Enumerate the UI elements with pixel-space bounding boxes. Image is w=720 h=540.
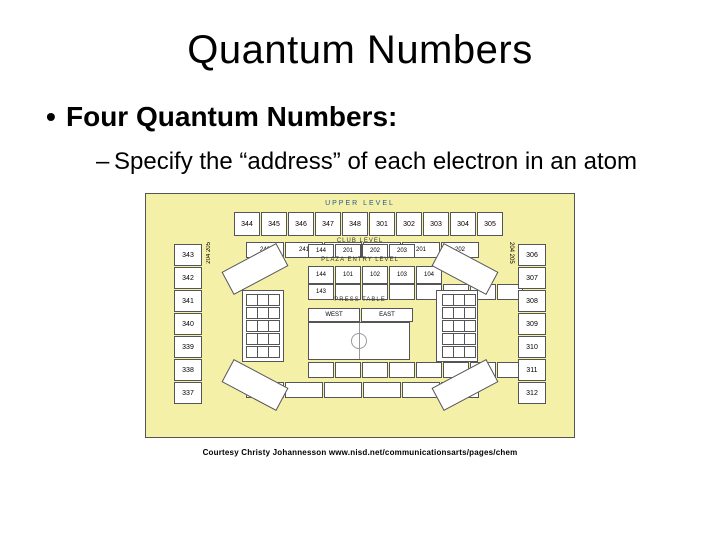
arena-diagram: UPPER LEVEL 3443453463473483013023033043…	[145, 193, 575, 438]
seat-section: 341	[174, 290, 202, 312]
seat-section: 101	[335, 266, 361, 284]
seat-section: 337	[174, 382, 202, 404]
slide: Quantum Numbers •Four Quantum Numbers: –…	[0, 0, 720, 540]
seat-section: 346	[288, 212, 314, 236]
bullet-level1: •Four Quantum Numbers:	[46, 101, 680, 133]
top-seating-row: 344345346347348301302303304305	[234, 212, 503, 236]
seat-section: 301	[369, 212, 395, 236]
left-inner-seats	[246, 294, 278, 358]
seat-section: 303	[423, 212, 449, 236]
seat-section: 312	[518, 382, 546, 404]
seat-section: 347	[315, 212, 341, 236]
seat-section: 308	[518, 290, 546, 312]
seat-section: 202	[362, 244, 388, 258]
seat-section: 144	[308, 266, 334, 284]
bullet2-text: Specify the “address” of each electron i…	[114, 148, 637, 175]
seat-section	[363, 382, 401, 398]
seat-section: 304	[450, 212, 476, 236]
right-inner-seats	[442, 294, 474, 358]
bullet-dash: –	[96, 147, 114, 177]
seat-section: 103	[389, 266, 415, 284]
seat-section: 345	[261, 212, 287, 236]
seat-section: 339	[174, 336, 202, 358]
seat-section: 340	[174, 313, 202, 335]
image-credit: Courtesy Christy Johannesson www.nisd.ne…	[145, 448, 575, 457]
seat-section: EAST	[361, 308, 413, 322]
seat-section: 102	[362, 266, 388, 284]
seat-section: 305	[477, 212, 503, 236]
seat-section: 348	[342, 212, 368, 236]
arena-diagram-wrap: UPPER LEVEL 3443453463473483013023033043…	[145, 193, 575, 457]
upper-level-label: UPPER LEVEL	[146, 200, 574, 207]
seat-section: 203	[389, 244, 415, 258]
right-upper-column: 306307308309310311312	[518, 244, 546, 404]
press-table-label: PRESS TABLE	[146, 297, 574, 303]
seat-section	[362, 362, 388, 378]
seat-section: 306	[518, 244, 546, 266]
seat-section: 342	[174, 267, 202, 289]
seat-section: 343	[174, 244, 202, 266]
bullet-level2: –Specify the “address” of each electron …	[96, 147, 656, 177]
bullet-dot: •	[46, 101, 66, 133]
inner-top-row-a: 144101102103104	[308, 266, 442, 284]
seat-section	[335, 362, 361, 378]
basketball-court	[308, 322, 410, 360]
left-upper-column: 343342341340339338337	[174, 244, 202, 404]
seat-section: 302	[396, 212, 422, 236]
seat-section	[416, 362, 442, 378]
seat-section: 309	[518, 313, 546, 335]
seat-section: 310	[518, 336, 546, 358]
slide-title: Quantum Numbers	[40, 28, 680, 73]
seat-section: 144	[308, 244, 334, 258]
seat-section: 311	[518, 359, 546, 381]
right-vert-label: 204 205	[508, 242, 514, 264]
mid-144-row: 144201202203	[308, 244, 415, 258]
seat-section: 344	[234, 212, 260, 236]
seat-section	[308, 362, 334, 378]
bullet1-text: Four Quantum Numbers:	[66, 101, 397, 132]
seat-section: 201	[335, 244, 361, 258]
left-vert-label: 204 205	[206, 242, 212, 264]
seat-section	[389, 362, 415, 378]
seat-section: 338	[174, 359, 202, 381]
seat-section: WEST	[308, 308, 360, 322]
seat-section: 307	[518, 267, 546, 289]
west-east-row: WESTEAST	[308, 308, 413, 322]
seat-section	[285, 382, 323, 398]
seat-section	[324, 382, 362, 398]
angle-box	[222, 359, 289, 411]
